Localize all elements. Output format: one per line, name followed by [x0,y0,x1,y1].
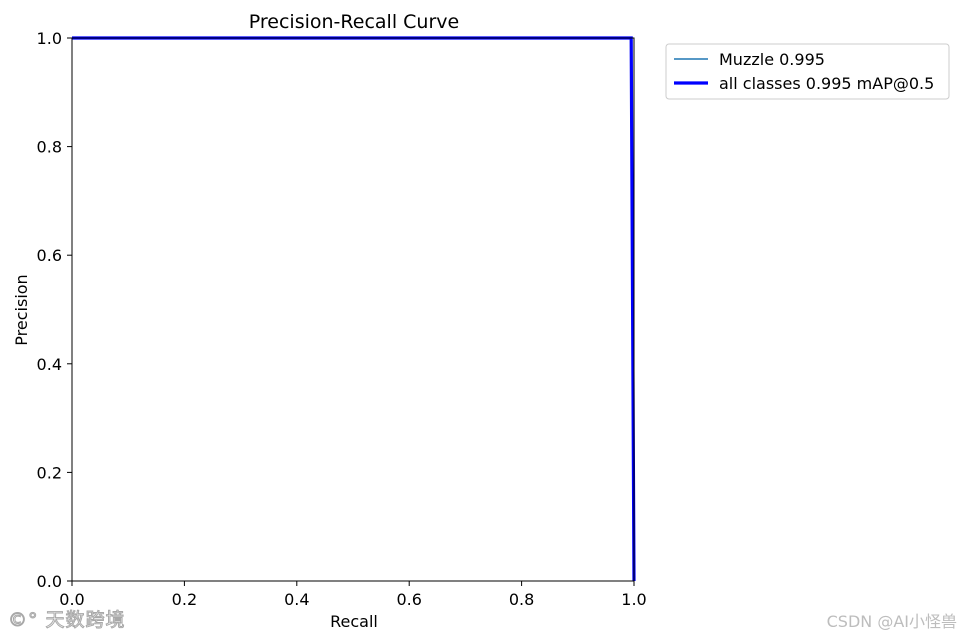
y-tick-label: 0.6 [37,246,62,265]
x-tick-label: 0.6 [396,590,421,609]
y-tick-label: 0.0 [37,572,62,591]
x-tick-label: 0.0 [59,590,84,609]
series-line-2 [72,36,636,582]
watermark-left: ©° 天数跨境 [8,609,126,632]
series-layer [72,36,636,582]
y-axis-label: Precision [12,274,31,345]
legend-label-1: Muzzle 0.995 [719,50,825,69]
series-line-1 [72,37,635,582]
legend-label-2: all classes 0.995 mAP@0.5 [719,74,934,93]
legend-box [665,43,950,100]
y-axis-ticks: 0.0 0.2 0.4 0.6 0.8 1.0 [37,29,72,591]
x-tick-label: 0.4 [284,590,309,609]
y-tick-label: 0.8 [37,138,62,157]
x-tick-label: 0.8 [509,590,534,609]
legend: Muzzle 0.995 all classes 0.995 mAP@0.5 [665,43,950,100]
plot-frame [71,37,635,582]
watermark-right: CSDN @AI小怪兽 [826,612,957,631]
x-tick-label: 0.2 [172,590,197,609]
y-tick-label: 0.4 [37,355,62,374]
chart-title: Precision-Recall Curve [249,11,459,33]
x-tick-label: 1.0 [621,590,646,609]
y-tick-label: 1.0 [37,29,62,48]
y-tick-label: 0.2 [37,463,62,482]
x-axis-label: Recall [330,612,378,631]
x-axis-ticks: 0.0 0.2 0.4 0.6 0.8 1.0 [59,581,647,609]
legend-items: Muzzle 0.995 all classes 0.995 mAP@0.5 [674,50,934,93]
